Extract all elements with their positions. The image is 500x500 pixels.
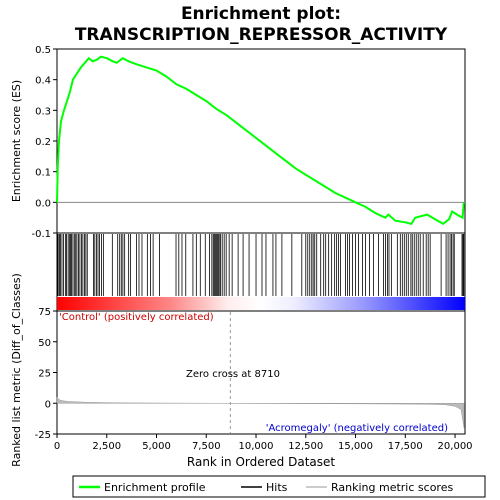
x-tick-label: 7,500 bbox=[192, 441, 221, 452]
x-tick-label: 0 bbox=[54, 441, 60, 452]
es-y-axis: -0.1 0.0 0.1 0.2 0.3 0.4 0.5 bbox=[31, 45, 57, 240]
metric-y-tick-label: 50 bbox=[38, 338, 51, 349]
positive-correlated-label: 'Control' (positively correlated) bbox=[59, 312, 214, 323]
es-y-tick-label: 0.4 bbox=[35, 76, 51, 87]
x-tick-label: 15,000 bbox=[338, 441, 373, 452]
x-tick-label: 5,000 bbox=[142, 441, 171, 452]
metric-panel bbox=[56, 310, 466, 435]
metric-y-axis: -25 0 25 50 75 bbox=[35, 307, 57, 441]
metric-y-tick-label: 25 bbox=[38, 369, 51, 380]
x-tick-label: 2,500 bbox=[92, 441, 121, 452]
x-axis-label: Rank in Ordered Dataset bbox=[187, 455, 335, 469]
es-y-tick-label: 0.1 bbox=[35, 168, 51, 179]
x-tick-label: 17,500 bbox=[388, 441, 423, 452]
chart-title-line2: TRANSCRIPTION_REPRESSOR_ACTIVITY bbox=[75, 25, 448, 45]
rank-color-bar bbox=[57, 297, 465, 310]
es-y-tick-label: -0.1 bbox=[31, 229, 51, 240]
es-y-tick-label: 0.0 bbox=[35, 198, 51, 209]
metric-y-tick-label: -25 bbox=[35, 430, 51, 441]
x-tick-label: 10,000 bbox=[239, 441, 274, 452]
es-y-tick-label: 0.3 bbox=[35, 106, 51, 117]
chart-title-line1: Enrichment plot: bbox=[181, 4, 341, 24]
metric-y-axis-label: Ranked list metric (Diff_of_Classes) bbox=[10, 273, 23, 467]
es-y-tick-label: 0.5 bbox=[35, 45, 51, 56]
es-y-tick-label: 0.2 bbox=[35, 137, 51, 148]
legend-hits-label: Hits bbox=[266, 481, 288, 494]
legend: Enrichment profile Hits Ranking metric s… bbox=[72, 475, 486, 498]
zero-cross-label: Zero cross at 8710 bbox=[186, 369, 280, 380]
legend-metric-label: Ranking metric scores bbox=[331, 481, 453, 494]
ranking-metric-area bbox=[56, 396, 465, 428]
x-tick-label: 20,000 bbox=[438, 441, 473, 452]
x-tick-label: 12,500 bbox=[288, 441, 323, 452]
metric-y-tick-label: 0 bbox=[45, 399, 51, 410]
x-axis: 0 2,500 5,000 7,500 10,000 12,500 15,000 17,500… bbox=[54, 434, 473, 452]
es-y-axis-label: Enrichment score (ES) bbox=[10, 80, 23, 202]
negative-correlated-label: 'Acromegaly' (negatively correlated) bbox=[266, 423, 448, 434]
legend-box bbox=[72, 475, 486, 498]
enrichment-profile-line bbox=[56, 55, 465, 225]
hits-markers bbox=[57, 234, 465, 296]
legend-enrichment-label: Enrichment profile bbox=[104, 481, 206, 494]
metric-y-tick-label: 75 bbox=[38, 307, 51, 318]
